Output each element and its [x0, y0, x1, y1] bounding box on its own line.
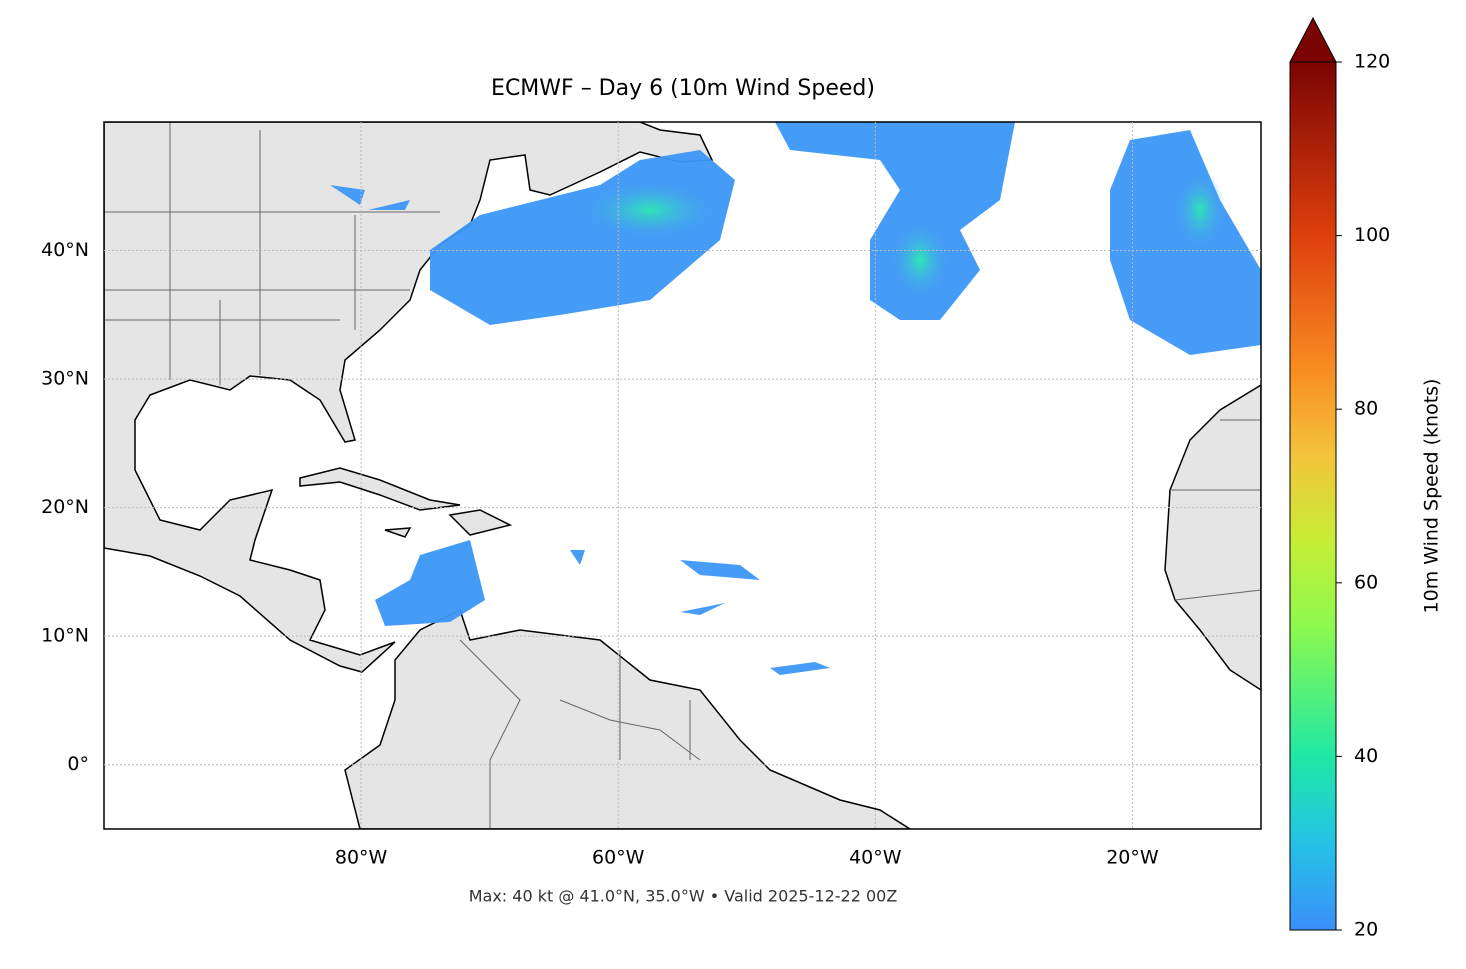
colorbar-tick-label: 80 [1354, 398, 1378, 420]
footer: Max: 40 kt @ 41.0°N, 35.0°W • Valid 2025… [469, 887, 898, 906]
north-america [104, 122, 714, 673]
y-tick-label: 30°N [41, 368, 89, 390]
jamaica [384, 527, 412, 538]
colorbar-tick-label: 20 [1354, 919, 1378, 941]
x-tick-label: 40°W [849, 847, 902, 869]
y-tick-label: 40°N [41, 239, 89, 261]
colorbar [1289, 61, 1337, 931]
y-tick-label: 10°N [41, 625, 89, 647]
south-america [344, 608, 912, 829]
map [104, 122, 1261, 829]
y-tick-label: 20°N [41, 496, 89, 518]
colorbar-tick-label: 40 [1354, 745, 1378, 767]
x-tick-label: 20°W [1106, 847, 1159, 869]
borders [1170, 419, 1261, 601]
africa [1164, 384, 1261, 691]
colorbar-extend [1289, 16, 1337, 63]
colorbar-tick-label: 100 [1354, 224, 1390, 246]
hispaniola [448, 509, 513, 536]
cuba [299, 467, 461, 511]
x-tick-label: 60°W [592, 847, 645, 869]
wind-field [330, 122, 1261, 675]
colorbar-tick-label: 60 [1354, 571, 1378, 593]
colorbar-tick-label: 120 [1354, 51, 1390, 73]
colorbar-label: 10m Wind Speed (knots) [1421, 379, 1443, 614]
plot-frame [103, 121, 1262, 830]
chart-title: ECMWF – Day 6 (10m Wind Speed) [491, 76, 875, 101]
y-tick-label: 0° [67, 753, 89, 775]
x-tick-label: 80°W [335, 847, 388, 869]
borders [459, 639, 701, 829]
